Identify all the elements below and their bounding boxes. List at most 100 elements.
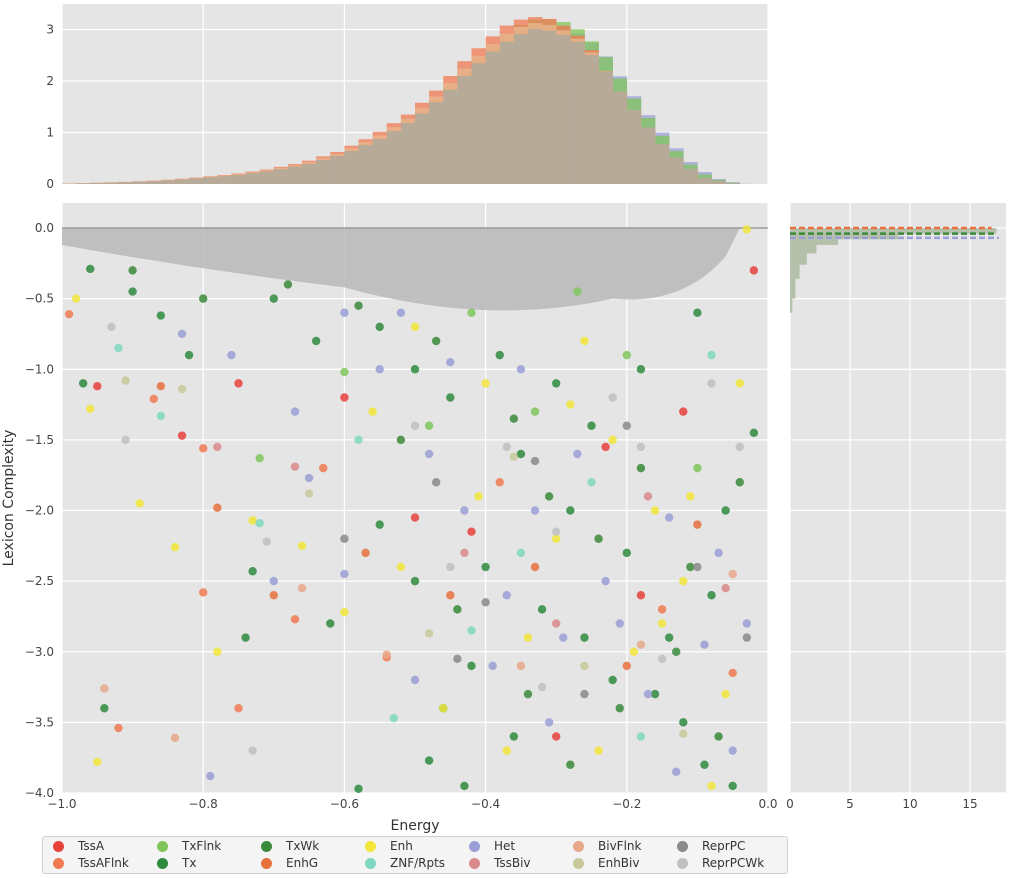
scatter-point: [728, 746, 737, 755]
scatter-point: [679, 576, 688, 586]
hist-bar: [471, 63, 486, 184]
hist-bar: [372, 139, 388, 184]
scatter-point: [721, 583, 730, 593]
scatter-point: [742, 619, 752, 628]
scatter-point: [354, 435, 363, 445]
hist-bar: [711, 181, 726, 184]
legend-label: TssBiv: [494, 856, 531, 870]
hist-bar: [655, 144, 670, 184]
y-tick-label: −4.0: [25, 786, 54, 800]
scatter-point: [467, 308, 476, 317]
legend: TssA TssAFlnk TxFlnk Tx TxWk EnhG Enh ZNF/Rpts H…: [42, 836, 788, 874]
scatter-point: [587, 421, 596, 430]
x-tick-labels: −1.0 −0.8 −0.6 −0.4 −0.2 0.0: [47, 797, 777, 811]
y-tick-label: −3.0: [25, 645, 54, 659]
hist-bar: [790, 264, 800, 279]
right-x-tick-label: 5: [846, 797, 854, 811]
scatter-point: [234, 379, 243, 388]
hist-bar: [570, 41, 585, 184]
scatter-point: [128, 266, 137, 275]
scatter-point: [354, 784, 363, 793]
legend-item: ZNF/Rpts: [365, 856, 445, 870]
scatter-point: [622, 350, 631, 360]
scatter-point: [707, 379, 716, 388]
x-tick-label: −1.0: [47, 797, 76, 811]
scatter-point: [255, 454, 264, 463]
right-x-tick-label: 0: [786, 797, 794, 811]
scatter-point: [657, 619, 667, 628]
hist-bar: [429, 102, 444, 184]
scatter-point: [389, 713, 399, 723]
scatter-point: [537, 682, 547, 692]
hist-bar: [697, 178, 712, 184]
hist-bar: [146, 181, 162, 184]
legend-marker: [469, 840, 480, 852]
legend-marker: [677, 857, 688, 869]
right-histogram-xticks: 0 5 10 15: [786, 797, 977, 811]
legend-marker: [157, 857, 168, 869]
scatter-points: [64, 225, 759, 793]
scatter-point: [587, 478, 596, 487]
scatter-point: [396, 308, 406, 317]
scatter-point: [502, 442, 511, 452]
scatter-point: [650, 689, 660, 699]
scatter-point: [566, 400, 575, 409]
scatter-point: [297, 583, 307, 593]
scatter-point: [199, 588, 208, 597]
scatter-point: [107, 322, 116, 332]
scatter-point: [509, 732, 519, 741]
scatter-point: [460, 781, 469, 791]
scatter-point: [78, 379, 88, 388]
scatter-point: [516, 449, 526, 459]
dense-band-area: [62, 228, 740, 311]
scatter-point: [86, 264, 95, 274]
scatter-point: [509, 414, 519, 423]
scatter-point: [304, 473, 314, 483]
scatter-point: [749, 428, 759, 438]
scatter-point: [361, 548, 370, 558]
hist-bar: [400, 123, 416, 184]
legend-label: TssAFlnk: [78, 856, 129, 870]
x-axis-label: Energy: [390, 818, 439, 834]
x-tick-label: 0.0: [758, 797, 777, 811]
legend-label: EnhG: [286, 856, 319, 870]
scatter-point: [382, 650, 391, 659]
legend-item: ReprPC: [677, 839, 745, 853]
scatter-point: [128, 287, 137, 296]
legend-label: ReprPCWk: [702, 856, 765, 870]
hist-bar: [386, 131, 402, 184]
scatter-point: [559, 633, 568, 642]
scatter-point: [340, 608, 349, 617]
scatter-point: [114, 343, 123, 353]
y-tick-label: −1.0: [25, 362, 54, 376]
hist-bar: [626, 109, 642, 184]
scatter-point: [552, 732, 561, 741]
hist-bar: [584, 54, 599, 184]
legend-label: TssA: [78, 839, 105, 853]
scatter-point: [290, 615, 300, 624]
scatter-point: [700, 760, 709, 769]
scatter-point: [446, 562, 455, 572]
top-y-tick-label: 0: [46, 177, 54, 191]
hist-bar: [598, 71, 613, 184]
hist-bar: [358, 145, 373, 184]
scatter-point: [410, 675, 420, 685]
scatter-point: [636, 732, 646, 741]
scatter-point: [199, 294, 208, 303]
scatter-point: [707, 591, 716, 600]
scatter-point: [657, 654, 667, 664]
scatter-point: [184, 350, 194, 360]
scatter-point: [608, 435, 617, 445]
legend-label: Enh: [390, 839, 413, 853]
hist-bar: [669, 157, 684, 184]
legend-item: Het: [469, 839, 515, 853]
top-histogram-bars: [62, 17, 755, 185]
scatter-point: [502, 591, 511, 600]
scatter-point: [573, 287, 582, 296]
legend-label: BivFlnk: [598, 839, 642, 853]
scatter-point: [573, 449, 582, 459]
y-tick-label: −2.0: [25, 504, 54, 518]
dense-point-band: [62, 227, 768, 311]
scatter-point: [735, 442, 744, 452]
